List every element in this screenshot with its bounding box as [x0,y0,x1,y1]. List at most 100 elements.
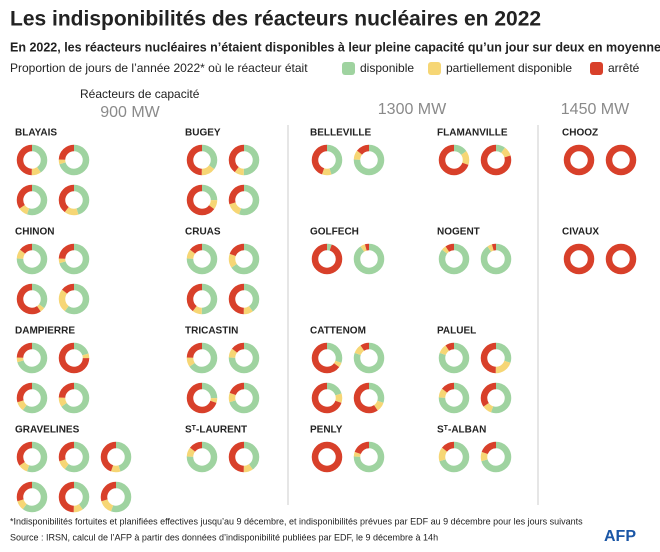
donut-segment [16,283,48,315]
donut-segment [228,184,260,216]
donut-segment [563,243,595,275]
donut-segment [16,342,48,374]
donut-segment [480,342,512,374]
donut-segment [480,382,512,414]
donut-segment [228,441,260,473]
donut-segment [480,342,512,374]
donut-segment [16,243,48,275]
donut-segment [58,144,90,176]
donut-segment [16,481,48,513]
site-name: PALUEL [437,326,476,337]
site-name: NOGENT [437,227,480,238]
donut-segment [228,441,260,473]
donut-segment [311,243,343,275]
donut-segment [186,144,218,176]
donut-segment [311,441,343,473]
legend-label: Proportion de jours de l’année 2022* où … [10,61,308,75]
donut-segment [228,382,260,414]
donut-segment [480,441,512,473]
donut-segment [58,382,90,414]
donut-segment [58,342,90,374]
donut-segment [58,283,90,315]
capacity-header: 1300 MW [378,101,447,118]
donut-segment [438,342,470,374]
donut-segment [186,283,218,315]
donut-segment [563,144,595,176]
donut-segment [311,144,343,176]
donut-segment [16,144,48,176]
site-name: CRUAS [185,227,221,238]
legend-swatch [590,62,603,75]
donut-segment [186,342,218,374]
donut-segment [438,382,470,414]
donut-segment [353,243,385,275]
site-name: BLAYAIS [15,128,57,139]
donut-segment [438,144,470,176]
capacity-header: 900 MW [100,104,160,121]
donut-segment [58,243,90,275]
donut-segment [438,441,470,473]
donut-segment [58,382,90,414]
legend-entry: disponible [360,61,414,75]
site-name: PENLY [310,425,343,436]
donut-segment [58,184,90,216]
donut-segment [186,342,218,374]
donut-segment [311,382,343,414]
site-name: GOLFECH [310,227,359,238]
source: Source : IRSN, calcul de l’AFP à partir … [10,532,438,542]
donut-segment [16,144,48,176]
donut-segment [228,243,260,275]
donut-segment [228,342,260,374]
donut-segment [186,382,218,414]
donut-segment [353,144,385,176]
donut-segment [58,441,90,473]
donut-segment [58,243,90,275]
capacity-label: Réacteurs de capacité [80,87,200,101]
legend-entry: arrêté [608,61,640,75]
donut-segment [100,441,132,473]
donut-segment [480,441,512,473]
site-name: CIVAUX [562,227,599,238]
donut-segment [186,243,218,275]
donut-segment [228,243,260,275]
site-name: TRICASTIN [185,326,238,337]
site-name: CHINON [15,227,54,238]
title: Les indisponibilités des réacteurs nuclé… [10,8,541,31]
donut-segment [353,441,385,473]
donut-segment [58,481,90,513]
donut-segment [58,283,90,315]
donut-segment [605,144,637,176]
donut-segment [58,342,90,374]
donut-segment [438,243,470,275]
donut-segment [228,283,260,315]
donut-segment [228,283,260,315]
donut-segment [311,144,343,176]
donut-segment [228,144,260,176]
site-name: Sᵀ-ALBAN [437,425,486,436]
donut-segment [228,382,260,414]
site-name: CATTENOM [310,326,366,337]
donut-segment [16,382,48,414]
site-name: FLAMANVILLE [437,128,508,139]
donut-segment [438,144,470,176]
donut-segment [58,144,90,176]
capacity-header: 1450 MW [561,101,630,118]
donut-segment [16,342,48,374]
donut-segment [58,184,90,216]
subtitle: En 2022, les réacteurs nucléaires n’étai… [10,40,660,54]
legend-entry: partiellement disponible [446,61,572,75]
donut-segment [480,144,512,176]
legend-swatch [342,62,355,75]
site-name: CHOOZ [562,128,598,139]
site-name: BELLEVILLE [310,128,371,139]
donut-segment [311,382,343,414]
donut-segment [100,481,132,513]
donut-segment [186,184,218,216]
donut-segment [311,342,343,374]
donut-segment [100,441,132,473]
donut-segment [480,243,512,275]
donut-segment [605,243,637,275]
donut-segment [186,441,218,473]
